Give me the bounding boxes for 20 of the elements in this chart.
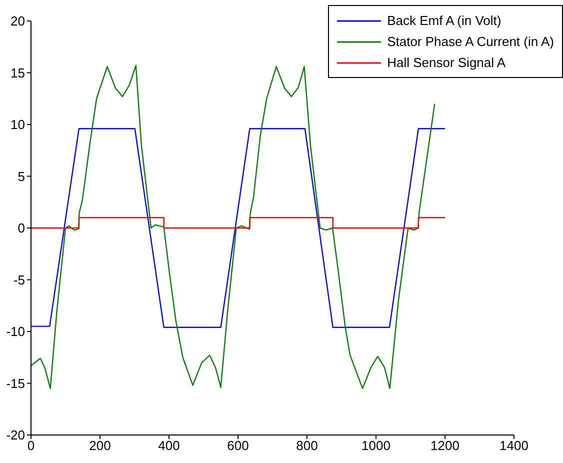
x-tick-label: 0: [27, 438, 35, 454]
x-tick-label: 200: [89, 438, 111, 454]
x-tick-label: 1200: [430, 438, 460, 454]
x-tick-label: 1000: [362, 438, 390, 454]
x-tick-label: 400: [158, 438, 180, 454]
x-tick-label: 800: [296, 438, 318, 454]
y-tick-label: 0: [18, 220, 25, 236]
y-tick-label: 10: [10, 117, 25, 132]
y-tick-label: 5: [18, 168, 25, 184]
legend-label: Back Emf A (in Volt): [387, 12, 502, 30]
y-tick-label: -10: [6, 324, 25, 340]
y-tick-label: -20: [6, 428, 25, 443]
legend-label: Hall Sensor Signal A: [387, 54, 506, 72]
y-tick-label: -5: [13, 272, 25, 288]
y-tick-label: -15: [6, 376, 25, 391]
x-tick-label: 1400: [500, 438, 528, 454]
y-tick-label: 15: [10, 65, 25, 80]
x-tick-label: 600: [227, 438, 249, 454]
legend-label: Stator Phase A Current (in A): [387, 33, 554, 51]
y-tick-label: 20: [10, 14, 25, 29]
